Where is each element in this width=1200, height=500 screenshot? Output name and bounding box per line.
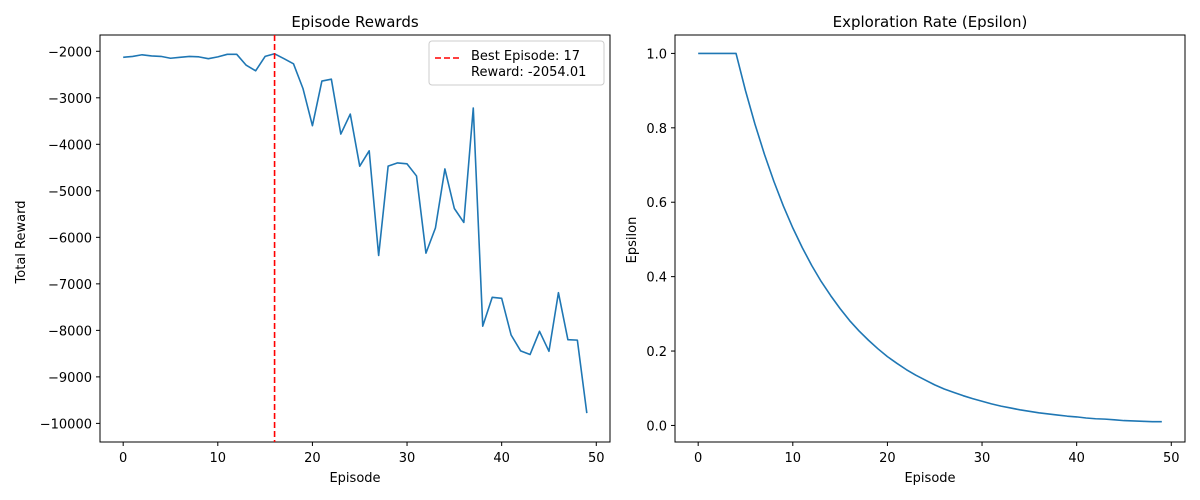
x-tick-label: 30 [399,451,416,466]
y-tick-label: −4000 [48,138,92,153]
plot-frame [99,34,611,443]
y-tick-label: −8000 [48,324,92,339]
y-tick-label: 0.6 [646,196,667,211]
episode-rewards-chart: Episode Rewards Episode Total Reward 0 10… [14,13,611,486]
y-tick-label: 0.8 [646,122,667,137]
plot-area: 0 10 20 30 40 50 0.0 0.2 0.4 0.6 0.8 1.0 [646,34,1186,466]
x-axis-label: Episode [904,471,955,486]
y-tick-label: 0.4 [646,271,667,286]
y-axis-label: Epsilon [625,217,640,264]
plot-area: 0 10 20 30 40 50 −10000 −9000 −8000 −7000 −6000 −50… [40,34,611,466]
x-tick-label: 20 [879,451,896,466]
y-tick-label: −6000 [48,231,92,246]
plot-frame [674,34,1186,443]
y-tick-label: 0.0 [646,419,667,434]
y-tick-label: 0.2 [646,345,667,360]
x-tick-label: 0 [694,451,702,466]
y-tick-label: 1.0 [646,47,667,62]
series-line [123,52,588,414]
y-tick-label: −5000 [48,185,92,200]
series-line [698,52,1162,423]
legend-entry: Reward: -2054.01 [471,65,586,80]
y-tick-label: −7000 [48,278,92,293]
legend-entry: Best Episode: 17 [471,49,580,64]
y-tick-label: −3000 [48,92,92,107]
x-tick-label: 0 [119,451,127,466]
x-tick-label: 40 [1068,451,1085,466]
x-tick-label: 10 [210,451,227,466]
y-axis-label: Total Reward [14,201,29,285]
legend-box [428,40,605,86]
x-tick-label: 40 [493,451,510,466]
chart-title: Exploration Rate (Epsilon) [833,13,1028,31]
x-axis-label: Episode [329,471,380,486]
x-tick-label: 50 [588,451,605,466]
x-tick-label: 50 [1163,451,1180,466]
chart-title: Episode Rewards [291,13,419,31]
y-tick-label: −9000 [48,371,92,386]
x-tick-label: 10 [785,451,802,466]
x-tick-label: 20 [304,451,321,466]
y-tick-label: −2000 [48,45,92,60]
x-tick-label: 30 [974,451,991,466]
epsilon-chart: Exploration Rate (Epsilon) Episode Epsil… [625,13,1186,486]
y-tick-label: −10000 [40,417,92,432]
